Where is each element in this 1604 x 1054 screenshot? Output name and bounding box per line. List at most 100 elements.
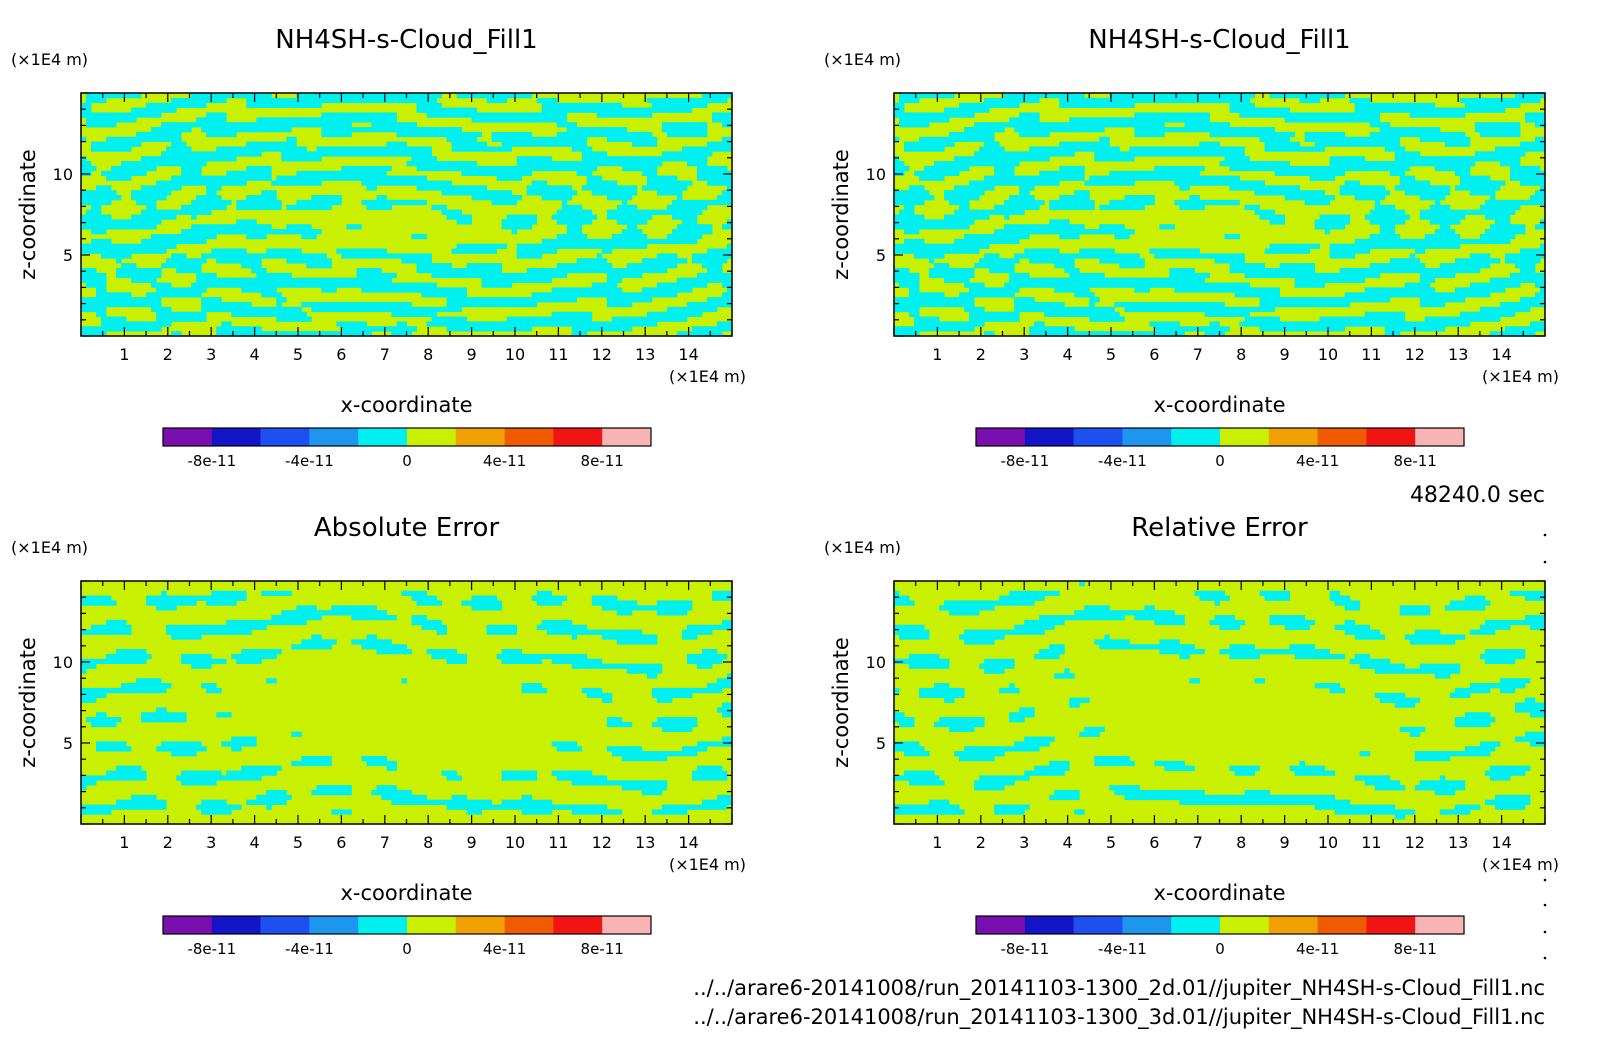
heatmap-cell <box>1479 233 1516 240</box>
heatmap-cell <box>236 219 257 225</box>
heatmap-cell <box>491 199 518 206</box>
heatmap-cell <box>974 780 1015 786</box>
heatmap-cell <box>641 170 658 177</box>
heatmap-cell <box>1049 760 1070 767</box>
colorbar-segment <box>1024 916 1074 934</box>
heatmap-cell <box>894 156 900 162</box>
heatmap-cell <box>461 600 503 606</box>
heatmap-cell <box>1339 190 1391 196</box>
heatmap-cell <box>1134 112 1210 118</box>
heatmap-cell <box>421 624 447 630</box>
heatmap-cell <box>201 809 232 815</box>
heatmap-cell <box>666 306 718 313</box>
heatmap-cell <box>1049 204 1095 211</box>
chart-title: NH4SH-s-Cloud_Fill1 <box>275 25 537 55</box>
x-axis-unit: (×1E4 m) <box>1482 367 1559 386</box>
heatmap-cell <box>1044 311 1120 317</box>
heatmap-cell <box>551 214 598 220</box>
heatmap-cell <box>96 746 132 752</box>
heatmap-cell <box>486 629 518 635</box>
heatmap-cell <box>206 190 217 196</box>
heatmap-cell <box>606 746 643 752</box>
heatmap-cell <box>321 287 337 293</box>
heatmap-cell <box>1494 219 1511 225</box>
heatmap-cell <box>501 799 553 805</box>
heatmap-cell <box>261 590 292 596</box>
heatmap-cell <box>156 311 207 317</box>
heatmap-cell <box>581 151 608 157</box>
heatmap-cell <box>894 195 935 201</box>
colorbar-segment <box>309 428 359 446</box>
colorbar-segment <box>1073 916 1123 934</box>
heatmap-cell <box>81 156 87 162</box>
heatmap-cell <box>1379 127 1441 133</box>
heatmap-cell <box>641 287 693 293</box>
heatmap-cell <box>1114 233 1130 240</box>
heatmap-cell <box>256 794 292 801</box>
heatmap-cell <box>1109 785 1140 791</box>
heatmap-cell <box>1464 595 1486 601</box>
heatmap-cell <box>1069 702 1080 708</box>
heatmap-cell <box>301 301 412 308</box>
heatmap-cell <box>959 292 1015 298</box>
heatmap-cell <box>391 311 437 317</box>
heatmap-cell <box>894 102 905 108</box>
x-tick-label: 1 <box>119 833 129 852</box>
heatmap-cell <box>1049 644 1065 650</box>
heatmap-cell <box>1014 306 1115 313</box>
heatmap-cell <box>721 122 733 128</box>
heatmap-cell <box>671 214 698 220</box>
heatmap-cell <box>1434 673 1451 679</box>
heatmap-cell <box>471 605 503 611</box>
heatmap-cell <box>1329 595 1351 601</box>
heatmap-cell <box>1534 190 1546 196</box>
x-tick-label: 14 <box>1491 345 1511 364</box>
heatmap-cell <box>246 141 297 147</box>
heatmap-cell <box>161 122 352 128</box>
heatmap-cell <box>566 127 628 133</box>
heatmap-cell <box>1069 117 1210 123</box>
x-tick-label: 7 <box>1193 345 1203 364</box>
heatmap-cell <box>1259 326 1346 332</box>
heatmap-cell <box>919 175 945 181</box>
heatmap-cell <box>894 331 920 337</box>
colorbar-frame <box>162 915 652 935</box>
heatmap-cell <box>81 165 97 172</box>
heatmap-cell <box>1179 653 1190 660</box>
heatmap-cell <box>964 233 1030 240</box>
heatmap-cell <box>1189 195 1200 201</box>
heatmap-cell <box>969 287 1020 293</box>
heatmap-cell <box>446 136 478 142</box>
heatmap-cell <box>81 219 162 225</box>
heatmap-cell <box>1479 624 1511 630</box>
heatmap-cell <box>1394 702 1416 708</box>
footer-line-1: ../../arare6-20141008/run_20141103-1300_… <box>693 976 1545 1001</box>
heatmap-cell <box>1144 605 1155 611</box>
x-tick-label: 2 <box>976 345 986 364</box>
heatmap-cell <box>1344 619 1356 626</box>
heatmap-cell <box>81 692 107 699</box>
heatmap-cell <box>606 195 633 201</box>
heatmap-cell <box>1224 156 1250 162</box>
heatmap-cell <box>1354 775 1391 781</box>
heatmap-cell <box>1269 93 1346 99</box>
heatmap-cell <box>301 639 337 645</box>
heatmap-cell <box>131 190 172 196</box>
x-tick-label: 11 <box>548 345 568 364</box>
heatmap-cell <box>81 663 97 669</box>
x-tick-label: 8 <box>423 833 433 852</box>
heatmap-cell <box>1179 185 1190 191</box>
heatmap-cell <box>366 634 377 640</box>
heatmap-cell <box>556 122 578 128</box>
heatmap-cell <box>1134 127 1275 133</box>
heatmap-cell <box>914 253 945 259</box>
x-tick-label: 4 <box>1063 833 1073 852</box>
heatmap-cell <box>904 141 955 147</box>
heatmap-cell <box>1419 136 1471 142</box>
heatmap-cell <box>1084 180 1135 186</box>
colorbar-tick-label: 4e-11 <box>483 940 526 958</box>
heatmap-cell <box>696 175 733 181</box>
heatmap-cell <box>1424 233 1461 240</box>
heatmap-cell <box>196 277 392 283</box>
heatmap-cell <box>256 272 292 279</box>
